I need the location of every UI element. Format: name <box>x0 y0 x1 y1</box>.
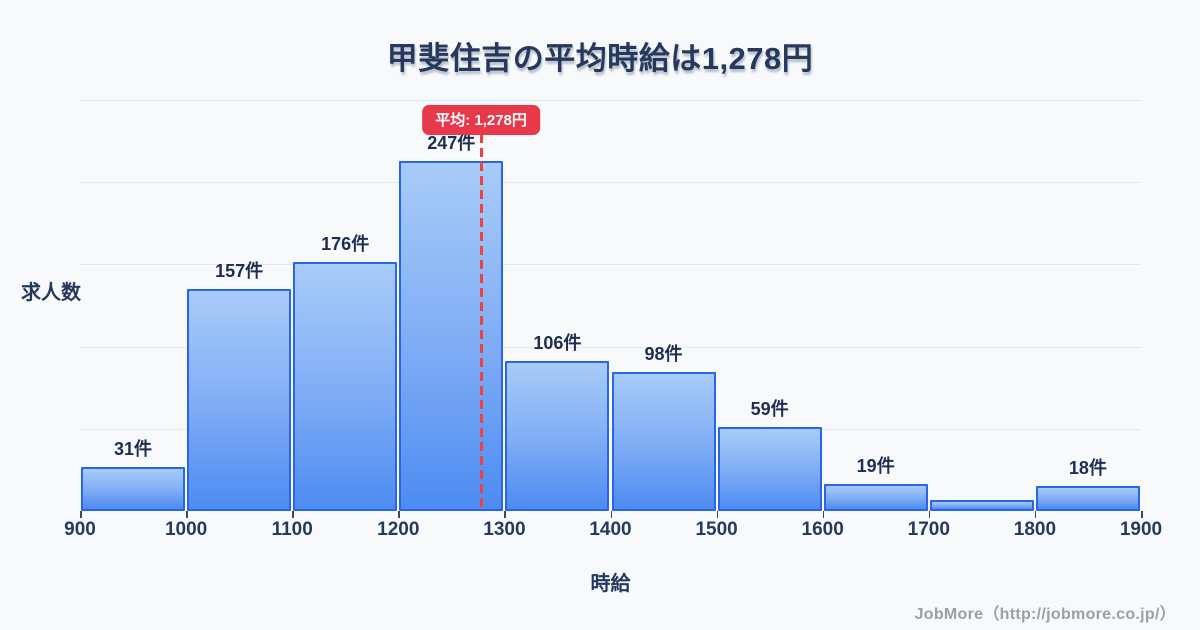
histogram-bar <box>611 372 716 511</box>
histogram-bar <box>717 427 822 511</box>
gridline <box>80 264 1141 266</box>
bar-value-label: 247件 <box>427 132 476 153</box>
bar-value-label: 59件 <box>750 399 789 420</box>
histogram-plot: 平均: 1,278円 31件 157件 176件 247件 106件 98件 59件 19件 1… <box>64 100 1162 540</box>
bar-value-label: 98件 <box>644 344 683 365</box>
x-axis-tick-label: 1300 <box>483 519 526 540</box>
average-badge: 平均: 1,278円 <box>422 105 540 135</box>
x-axis-tick <box>80 511 82 518</box>
histogram-bar <box>505 360 610 511</box>
x-axis-tick <box>1034 511 1037 518</box>
bar-value-label: 31件 <box>113 439 153 460</box>
histogram-bar <box>1035 485 1140 511</box>
bar-value-label: 106件 <box>533 332 582 353</box>
x-axis-tick <box>504 511 506 518</box>
x-axis-tick-label: 1500 <box>695 519 738 540</box>
x-axis-label: 時給 <box>590 573 631 595</box>
x-axis-tick-label: 1600 <box>801 519 844 540</box>
bar-value-label: 176件 <box>321 233 370 254</box>
x-axis-tick-label: 1800 <box>1013 519 1057 540</box>
footer-credit: JobMore（http://jobmore.co.jp/） <box>914 606 1176 623</box>
x-axis-tick <box>928 511 931 518</box>
x-axis-tick-label: 1100 <box>271 519 313 540</box>
x-axis-tick <box>822 511 825 518</box>
x-axis-tick <box>292 511 294 518</box>
x-axis-tick <box>716 511 719 518</box>
histogram-bar <box>929 499 1034 511</box>
gridline <box>80 428 1141 430</box>
chart-title: 甲斐住吉の平均時給は1,278円 <box>386 41 814 76</box>
histogram-bar <box>187 288 292 511</box>
bar-value-label: 157件 <box>215 260 264 281</box>
histogram-bar <box>823 484 928 511</box>
gridline <box>80 346 1141 348</box>
histogram-bar <box>81 467 185 511</box>
x-axis-tick-label: 1200 <box>377 519 420 540</box>
x-axis-tick-label: 1700 <box>907 519 950 540</box>
y-axis-label: 求人数 <box>21 282 81 304</box>
gridline <box>80 182 1141 184</box>
x-axis-tick-label: 1000 <box>164 519 208 540</box>
average-line <box>479 134 483 511</box>
x-axis-tick <box>610 511 612 518</box>
x-axis-tick-label: 1900 <box>1119 519 1163 540</box>
x-axis-tick <box>186 511 188 518</box>
x-axis-tick <box>398 511 400 518</box>
bar-value-label: 18件 <box>1068 457 1107 478</box>
gridline <box>80 100 1141 101</box>
histogram-bar <box>293 261 398 511</box>
x-axis-tick-label: 900 <box>64 519 96 540</box>
bar-value-label: 19件 <box>856 456 895 477</box>
histogram-bar <box>399 160 504 511</box>
x-axis-tick <box>1141 511 1143 518</box>
x-axis-tick-label: 1400 <box>589 519 632 540</box>
